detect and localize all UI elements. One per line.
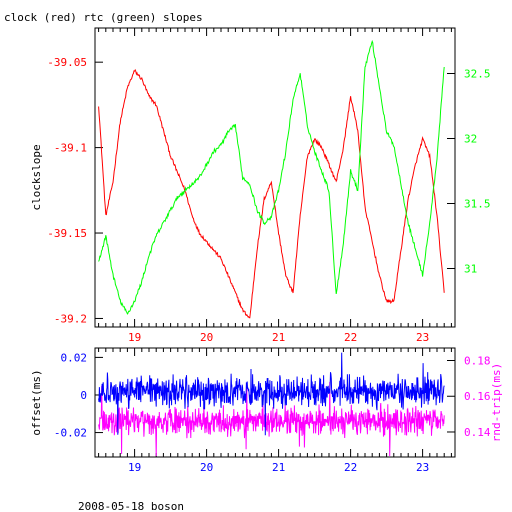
offset-series-line bbox=[98, 352, 445, 436]
offset-x-tick-label: 19 bbox=[128, 461, 141, 474]
slopes-chart: 19 20 21 22 23 -39.05 -39.1 -39.15 -39.2 32.5 32 31… bbox=[30, 27, 491, 344]
offset-x-tick-label: 21 bbox=[272, 461, 285, 474]
offset-x-tick-label: 22 bbox=[344, 461, 357, 474]
slopes-y-tick-label: -39.15 bbox=[47, 227, 87, 240]
offset-y2-axis-label: rnd-trip(ms) bbox=[490, 363, 503, 442]
rtc-series-line bbox=[98, 39, 445, 315]
slopes-y-tick-label: -39.2 bbox=[54, 312, 87, 325]
slopes-y-axis-label: clockslope bbox=[30, 144, 43, 210]
offset-x-tick-label: 23 bbox=[416, 461, 429, 474]
slopes-y2-tick-label: 32.5 bbox=[464, 68, 491, 81]
slopes-x-tick-label: 23 bbox=[416, 331, 429, 344]
slopes-x-tick-label: 21 bbox=[272, 331, 285, 344]
offset-plot-frame bbox=[94, 347, 456, 458]
slopes-x-tick-label: 19 bbox=[128, 331, 141, 344]
offset-y-tick-label: -0.02 bbox=[54, 427, 87, 440]
slopes-y2-tick-label: 32 bbox=[464, 133, 477, 146]
offset-y-axis-label: offset(ms) bbox=[30, 369, 43, 435]
slopes-plot-frame bbox=[94, 27, 456, 328]
offset-roundtrip-chart: 19 20 21 22 23 0.02 0 -0.02 0.18 0.16 0.14 offset(m… bbox=[30, 347, 503, 474]
slopes-y-tick-label: -39.05 bbox=[47, 56, 87, 69]
offset-y-tick-label: 0.02 bbox=[61, 351, 88, 364]
offset-y2-tick-label: 0.14 bbox=[464, 426, 491, 439]
clock-series-line bbox=[98, 68, 445, 319]
slopes-y2-tick-label: 31.5 bbox=[464, 198, 491, 211]
slopes-x-tick-label: 22 bbox=[344, 331, 357, 344]
slopes-x-tick-label: 20 bbox=[200, 331, 213, 344]
offset-y2-tick-label: 0.16 bbox=[464, 390, 491, 403]
slopes-y2-tick-label: 31 bbox=[464, 263, 477, 276]
offset-y2-tick-label: 0.18 bbox=[464, 355, 491, 368]
offset-x-tick-label: 20 bbox=[200, 461, 213, 474]
chart-title: clock (red) rtc (green) slopes bbox=[4, 11, 203, 24]
footer-label: 2008-05-18 boson bbox=[78, 500, 184, 512]
slopes-y-tick-label: -39.1 bbox=[54, 142, 87, 155]
offset-y-tick-label: 0 bbox=[80, 389, 87, 402]
roundtrip-series-line bbox=[98, 381, 445, 457]
